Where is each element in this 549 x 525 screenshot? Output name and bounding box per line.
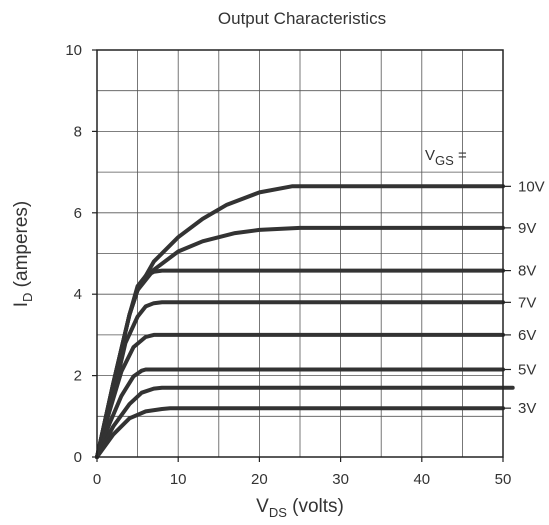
curve-label-6V: 6V: [518, 327, 536, 344]
curve-label-5V: 5V: [518, 361, 536, 378]
y-tick-labels: 0 2 4 6 8 10: [65, 42, 97, 466]
vgs-main: V: [425, 147, 435, 164]
curve-labels: 10V 9V 8V 7V 6V 5V 3V: [503, 178, 545, 417]
curve-label-9V: 9V: [518, 220, 536, 237]
x-tick-label: 30: [332, 471, 349, 488]
x-tick-label: 40: [413, 471, 430, 488]
x-tick-label: 10: [170, 471, 187, 488]
x-label-main: V: [256, 496, 269, 517]
y-tick-label: 6: [74, 205, 82, 222]
plot-frame: [96, 49, 504, 458]
x-tick-labels: 0 10 20 30 40 50: [93, 457, 512, 488]
vgs-sub: GS: [435, 153, 454, 168]
y-axis-label: ID (amperes): [11, 201, 35, 308]
grid: [97, 50, 503, 457]
y-tick-label: 2: [74, 368, 82, 385]
chart-title: Output Characteristics: [218, 9, 386, 28]
curve-vgs-5V: [95, 367, 505, 459]
y-label-suffix: (amperes): [11, 201, 32, 293]
curve-label-10V: 10V: [518, 178, 545, 195]
curve-label-3V: 3V: [518, 400, 536, 417]
vgs-suffix: =: [454, 147, 467, 164]
curves: [95, 184, 515, 459]
curve-label-8V: 8V: [518, 263, 536, 280]
curve-label-7V: 7V: [518, 294, 536, 311]
y-tick-label: 8: [74, 123, 82, 140]
x-label-sub: DS: [269, 505, 287, 520]
curve-vgs-6V: [95, 332, 505, 459]
vgs-legend-header: VGS =: [425, 147, 467, 168]
curve-vgs-4V: [95, 385, 515, 459]
x-axis-label: VDS (volts): [256, 496, 344, 520]
axes: [96, 49, 504, 458]
x-tick-label: 20: [251, 471, 268, 488]
curve-vgs-3V: [95, 406, 505, 459]
y-tick-label: 10: [65, 42, 82, 59]
y-tick-label: 0: [74, 449, 82, 466]
x-tick-label: 0: [93, 471, 101, 488]
y-label-sub: D: [20, 293, 35, 302]
curve-vgs-8V: [95, 268, 505, 459]
y-tick-label: 4: [74, 286, 82, 303]
y-label-main: I: [11, 302, 32, 307]
x-tick-label: 50: [495, 471, 512, 488]
x-label-suffix: (volts): [287, 496, 344, 517]
